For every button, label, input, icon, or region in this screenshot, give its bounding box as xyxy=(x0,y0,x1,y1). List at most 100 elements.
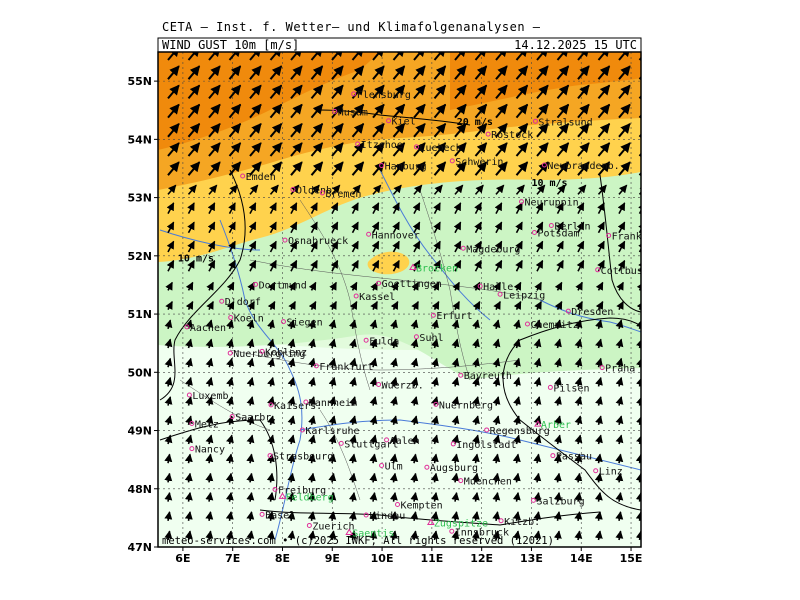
wind-arrow xyxy=(289,221,298,234)
wind-arrow xyxy=(246,472,255,483)
wind-arrow xyxy=(453,221,462,234)
wind-arrow xyxy=(310,52,324,61)
wind-arrow xyxy=(331,161,344,176)
wind-arrow xyxy=(615,453,624,464)
wind-arrow xyxy=(372,184,382,195)
wind-arrow xyxy=(185,415,193,426)
wind-arrow xyxy=(310,202,318,214)
wind-arrow xyxy=(307,491,316,502)
wind-arrow xyxy=(205,511,214,521)
wind-arrow xyxy=(287,338,296,349)
wind-arrow xyxy=(513,357,521,368)
wind-arrow xyxy=(351,161,365,176)
wind-arrow xyxy=(187,142,201,157)
wind-arrow xyxy=(515,240,523,253)
wind-arrow xyxy=(164,338,173,349)
wind-arrow xyxy=(574,376,583,387)
city-label: Koeln xyxy=(234,314,264,325)
wind-arrow xyxy=(472,415,480,426)
wind-arrow xyxy=(452,300,460,310)
wind-arrow xyxy=(165,281,173,291)
wind-arrow xyxy=(330,221,339,234)
city-marker xyxy=(413,334,419,340)
city-label: Kassel xyxy=(359,292,395,303)
wind-arrow xyxy=(576,259,585,272)
lon-tick-label: 7E xyxy=(225,552,240,565)
wind-arrow xyxy=(595,338,603,349)
wind-arrow xyxy=(576,202,585,214)
city-label: Innsbruck xyxy=(455,527,509,538)
wind-arrow xyxy=(410,376,419,387)
wind-arrow xyxy=(410,319,419,330)
wind-arrow xyxy=(228,123,242,138)
city-marker xyxy=(219,298,225,304)
wind-arrow xyxy=(331,84,344,100)
wind-arrow xyxy=(287,491,296,502)
wind-arrow xyxy=(331,52,344,61)
wind-arrow xyxy=(390,415,398,426)
wind-arrow xyxy=(410,415,419,426)
wind-arrow xyxy=(308,434,316,445)
wind-arrow xyxy=(495,52,508,61)
wind-arrow xyxy=(392,259,400,272)
wind-arrow xyxy=(471,453,480,464)
wind-arrow xyxy=(287,472,296,483)
wind-arrow xyxy=(433,202,441,214)
wind-arrow xyxy=(533,453,542,464)
wind-arrow xyxy=(349,338,357,349)
wind-arrow xyxy=(226,415,234,426)
wind-arrow xyxy=(431,376,439,387)
wind-arrow xyxy=(308,319,316,330)
wind-arrow xyxy=(269,240,277,253)
wind-arrow xyxy=(369,396,378,406)
map-frame xyxy=(157,51,642,548)
city-label: Brocken xyxy=(416,263,458,274)
lat-tick-label: 50N xyxy=(127,366,152,379)
city-label: Fulda xyxy=(369,336,399,347)
wind-arrow xyxy=(495,123,508,138)
wind-arrow xyxy=(185,281,194,291)
wind-arrow xyxy=(308,281,317,291)
city-marker xyxy=(227,350,233,356)
wind-arrow xyxy=(392,202,400,214)
parameter-label: WIND_GUST_10m_[m/s] xyxy=(162,38,299,52)
mountain-marker xyxy=(345,528,354,535)
wind-arrow xyxy=(595,376,603,387)
city-marker xyxy=(524,321,530,327)
wind-arrow xyxy=(575,281,583,291)
city-marker xyxy=(228,315,234,321)
city-marker xyxy=(353,293,359,299)
lat-tick-label: 55N xyxy=(127,75,152,88)
wind-arrow xyxy=(431,281,440,291)
wind-arrow xyxy=(535,221,544,234)
wind-arrow xyxy=(556,202,564,214)
wind-arrow xyxy=(430,472,439,483)
wind-arrow xyxy=(513,338,521,349)
wind-arrow xyxy=(554,415,562,426)
wind-arrow xyxy=(351,65,365,80)
city-label: Metz xyxy=(195,420,219,431)
wind-arrow xyxy=(187,65,201,80)
wind-arrow xyxy=(246,453,255,464)
lon-tick-label: 6E xyxy=(175,552,190,565)
wind-arrow xyxy=(494,259,503,272)
wind-arrow xyxy=(474,103,488,119)
wind-arrow xyxy=(187,240,195,253)
wind-arrow xyxy=(164,434,173,445)
wind-arrow xyxy=(369,338,378,349)
wind-arrow xyxy=(392,84,406,100)
wind-arrow xyxy=(207,221,216,234)
wind-arrow xyxy=(513,376,521,387)
wind-arrow xyxy=(515,259,523,272)
wind-arrow xyxy=(228,184,238,195)
city-marker xyxy=(272,486,278,492)
wind-arrow xyxy=(246,319,255,330)
wind-arrow xyxy=(372,52,385,61)
wind-arrow xyxy=(208,84,221,100)
wind-arrow xyxy=(308,376,316,387)
wind-arrow xyxy=(328,472,337,483)
city-label: Siegen xyxy=(286,318,322,329)
wind-arrow xyxy=(310,259,318,272)
country-borders xyxy=(159,109,641,526)
wind-arrow xyxy=(595,396,603,406)
